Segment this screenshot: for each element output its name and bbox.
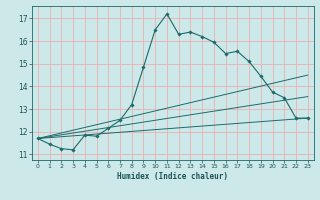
X-axis label: Humidex (Indice chaleur): Humidex (Indice chaleur)	[117, 172, 228, 181]
